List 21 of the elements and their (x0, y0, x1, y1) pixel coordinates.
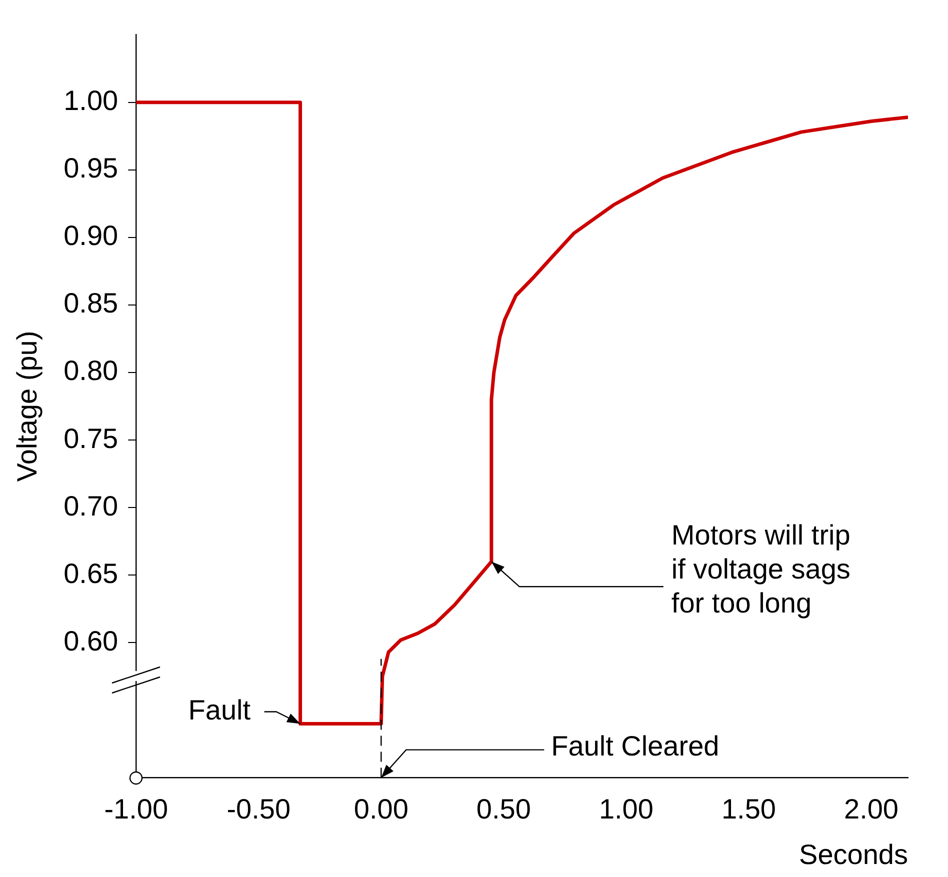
x-tick-label: 2.00 (844, 793, 898, 824)
annotation: Fault Cleared (551, 730, 720, 762)
x-axis-title: Seconds (799, 838, 908, 870)
y-tick-label: 0.65 (64, 558, 118, 589)
y-tick-label: 0.75 (64, 422, 118, 454)
y-tick-label: 0.60 (64, 625, 118, 656)
x-tick-label: -1.00 (104, 793, 168, 824)
annotation: Motors will trip if voltage sags for too long (671, 519, 850, 618)
y-tick-label: 0.95 (64, 152, 118, 184)
annotation: Fault (188, 694, 251, 726)
x-tick-label: 1.00 (598, 793, 654, 824)
x-tick-label: 1.50 (721, 793, 776, 824)
y-tick-label: 1.00 (64, 85, 118, 116)
y-tick-label: 0.80 (64, 355, 118, 386)
x-tick-label: 0.00 (354, 793, 408, 824)
x-tick-label: 0.50 (476, 793, 531, 824)
y-axis-title: Voltage (pu) (12, 330, 43, 482)
y-tick-label: 0.90 (64, 220, 118, 252)
y-tick-label: 0.70 (64, 490, 118, 522)
x-tick-label: -0.50 (226, 793, 291, 824)
y-tick-label: 0.85 (64, 288, 118, 319)
